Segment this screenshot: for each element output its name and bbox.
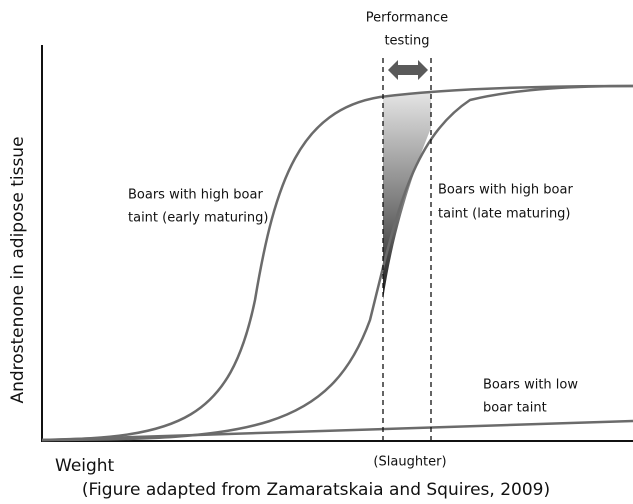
curve-label: taint (early maturing) — [128, 211, 268, 226]
double-arrow — [388, 60, 428, 80]
x-axis-label: Weight — [55, 456, 115, 476]
slaughter-label: (Slaughter) — [373, 455, 446, 470]
curve-label: Boars with low — [483, 378, 578, 393]
curve-label: boar taint — [483, 401, 547, 416]
early-curve — [41, 84, 633, 442]
curve-label: Boars with high boar — [438, 183, 573, 198]
curve-label: Boars with high boar — [128, 188, 263, 203]
annotation: Performance — [366, 11, 448, 26]
y-axis-label: Androstenone in adipose tissue — [8, 136, 28, 403]
annotation: testing — [384, 34, 429, 49]
curve-label: taint (late maturing) — [438, 207, 571, 222]
low-curve — [41, 419, 633, 442]
caption: (Figure adapted from Zamaratskaia and Sq… — [82, 480, 550, 500]
late-curve — [41, 84, 633, 442]
shaded-region — [383, 91, 431, 300]
